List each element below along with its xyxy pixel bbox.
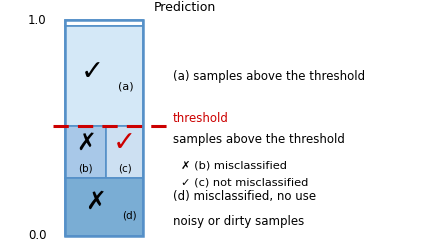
Text: Prediction: Prediction (154, 1, 216, 14)
Text: ✗: ✗ (76, 131, 96, 155)
Text: ✓ (c) not misclassified: ✓ (c) not misclassified (181, 178, 309, 188)
Text: noisy or dirty samples: noisy or dirty samples (173, 215, 304, 228)
Text: (a): (a) (118, 81, 133, 91)
Text: (d) misclassified, no use: (d) misclassified, no use (173, 190, 316, 203)
Text: (a) samples above the threshold: (a) samples above the threshold (173, 70, 365, 83)
Bar (65, 26, 143, 126)
Text: ✓: ✓ (81, 58, 104, 86)
Text: (d): (d) (122, 210, 137, 220)
Text: ✗ (b) misclassified: ✗ (b) misclassified (181, 160, 287, 170)
Bar (65, 126, 106, 178)
Text: ✓: ✓ (113, 129, 136, 157)
Text: 0.0: 0.0 (28, 229, 46, 242)
Bar (65, 178, 143, 236)
Text: threshold: threshold (173, 112, 229, 125)
Bar (106, 126, 143, 178)
Text: samples above the threshold: samples above the threshold (173, 133, 345, 146)
Bar (65, 20, 143, 26)
Bar (65, 20, 143, 236)
Text: ✗: ✗ (84, 190, 106, 214)
Text: 1.0: 1.0 (28, 14, 46, 27)
Text: (c): (c) (118, 163, 132, 173)
Text: (b): (b) (78, 163, 93, 173)
